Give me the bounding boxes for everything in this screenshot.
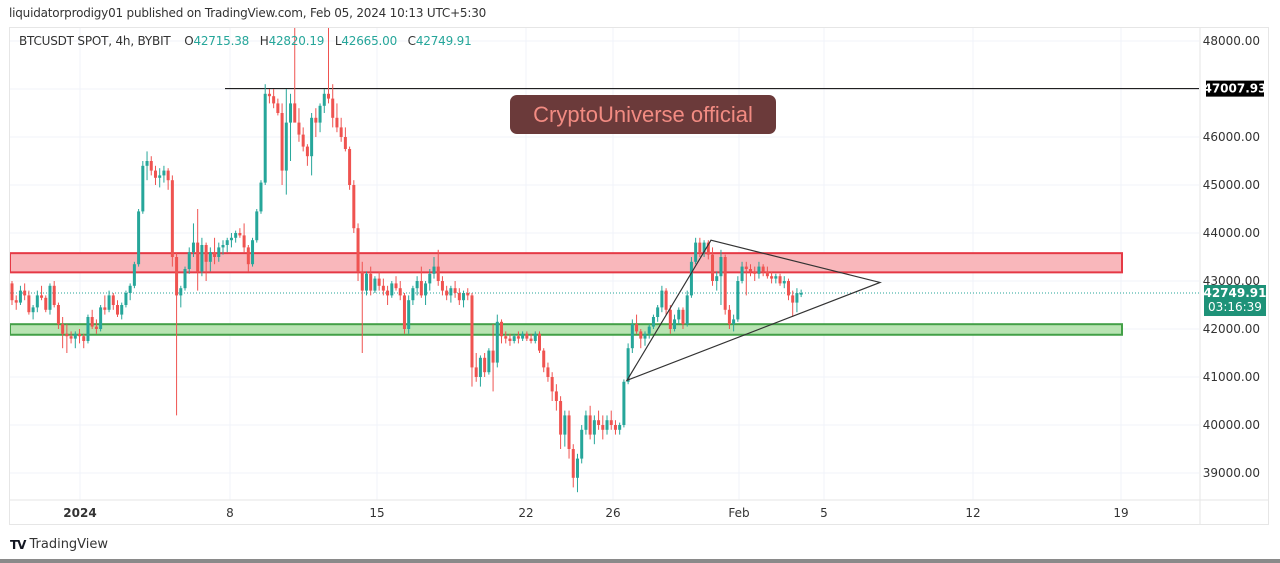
triangle-pattern[interactable] (625, 239, 882, 382)
high-key: H (259, 34, 269, 48)
tradingview-branding[interactable]: TV TradingView (10, 537, 108, 552)
svg-text:47007.93: 47007.93 (1203, 82, 1266, 96)
close-key: C (407, 34, 416, 48)
low-key: L (334, 34, 342, 48)
svg-text:Feb: Feb (728, 506, 749, 520)
svg-text:44000.00: 44000.00 (1203, 226, 1260, 240)
close-value: 42749.91 (415, 34, 472, 48)
svg-text:15: 15 (369, 506, 384, 520)
brand-name: TradingView (29, 537, 109, 552)
svg-text:45000.00: 45000.00 (1203, 178, 1260, 192)
svg-text:12: 12 (965, 506, 980, 520)
resistance-zone[interactable] (10, 252, 1123, 274)
open-value: 42715.38 (193, 34, 250, 48)
svg-text:39000.00: 39000.00 (1203, 466, 1260, 480)
svg-text:42749.91: 42749.91 (1203, 286, 1266, 300)
open-key: O (184, 34, 194, 48)
svg-text:41000.00: 41000.00 (1203, 370, 1260, 384)
tradingview-logo-icon: TV (10, 537, 27, 552)
svg-text:46000.00: 46000.00 (1203, 130, 1260, 144)
svg-text:2024: 2024 (63, 506, 96, 520)
svg-text:22: 22 (518, 506, 533, 520)
svg-text:43000.00: 43000.00 (1203, 274, 1260, 288)
symbol-label[interactable]: BTCUSDT SPOT, 4h, BYBIT (19, 34, 171, 48)
publish-info: liquidatorprodigy01 published on Trading… (9, 6, 487, 20)
ohlc-legend: BTCUSDT SPOT, 4h, BYBIT O42715.38 H42820… (19, 34, 472, 48)
bottom-divider (0, 559, 1280, 563)
svg-text:19: 19 (1113, 506, 1128, 520)
chart-frame (9, 27, 1269, 525)
svg-text:40000.00: 40000.00 (1203, 418, 1260, 432)
svg-text:5: 5 (820, 506, 828, 520)
svg-text:8: 8 (226, 506, 234, 520)
svg-text:48000.00: 48000.00 (1203, 34, 1260, 48)
high-value: 42820.19 (268, 34, 325, 48)
support-zone[interactable] (10, 323, 1123, 336)
low-value: 42665.00 (341, 34, 398, 48)
svg-text:26: 26 (605, 506, 620, 520)
svg-text:42000.00: 42000.00 (1203, 322, 1260, 336)
svg-text:03:16:39: 03:16:39 (1208, 300, 1262, 314)
watermark-banner: CryptoUniverse official (510, 95, 776, 134)
